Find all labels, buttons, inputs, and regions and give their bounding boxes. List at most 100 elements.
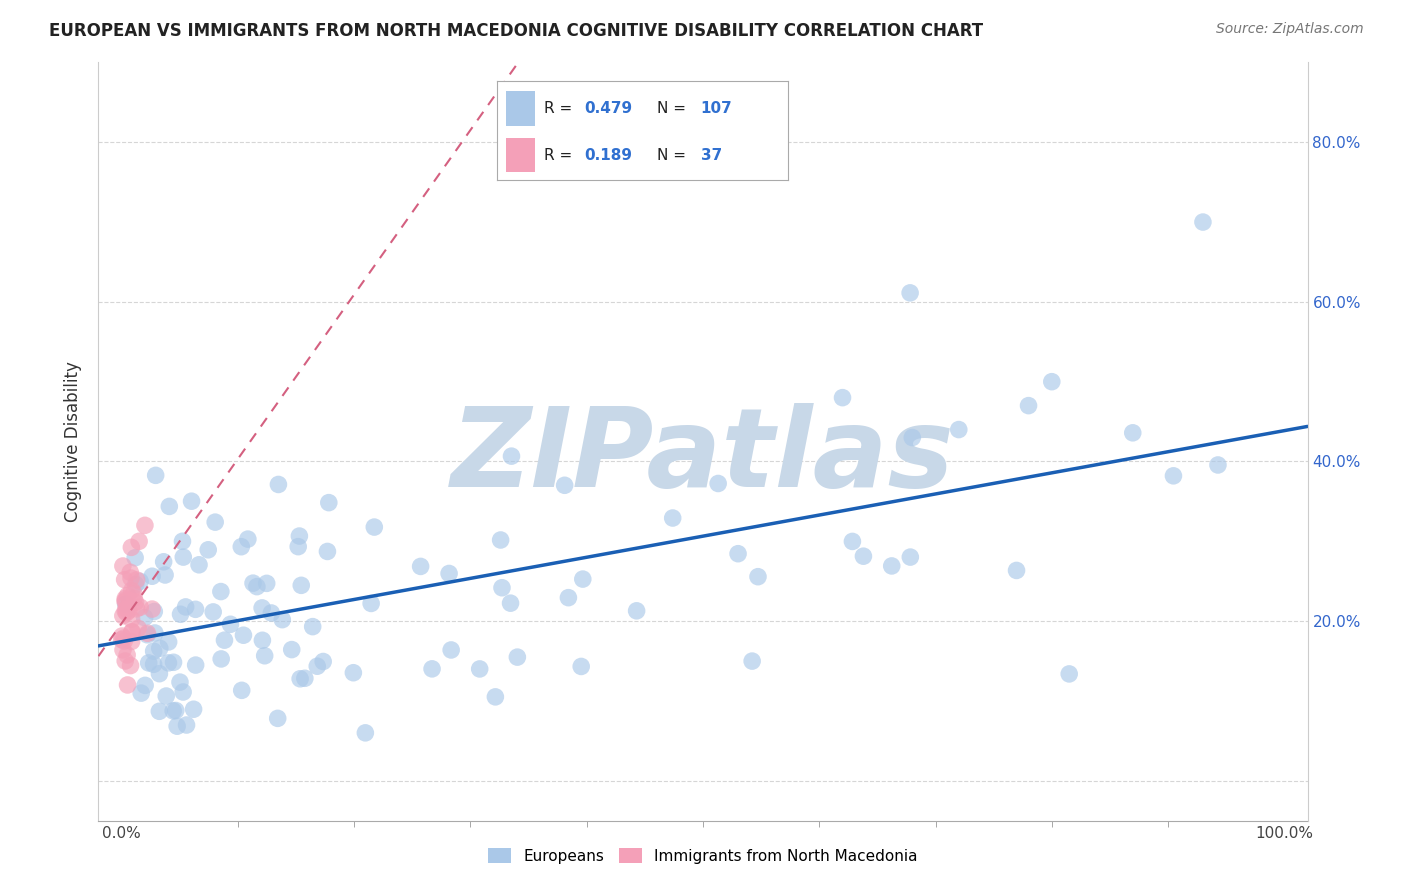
Point: [114, 573, 136, 587]
Point: [111, 559, 134, 574]
Point: [121, 583, 143, 598]
Point: [318, 495, 340, 509]
Point: [271, 613, 294, 627]
Point: [354, 726, 377, 740]
Point: [280, 642, 302, 657]
Point: [114, 654, 136, 668]
Point: [661, 511, 683, 525]
Point: [114, 595, 136, 609]
Point: [1018, 399, 1040, 413]
Point: [141, 569, 163, 583]
Point: [440, 643, 463, 657]
Point: [898, 285, 921, 300]
Point: [115, 602, 138, 616]
Point: [219, 617, 242, 632]
Point: [153, 568, 176, 582]
Point: [122, 591, 145, 606]
Point: [114, 593, 136, 607]
Point: [129, 574, 152, 589]
Point: [120, 658, 142, 673]
Point: [129, 686, 152, 700]
Point: [209, 652, 232, 666]
Point: [260, 606, 283, 620]
Point: [841, 534, 863, 549]
Point: [152, 555, 174, 569]
Point: [157, 500, 180, 514]
Point: [1122, 425, 1144, 440]
Legend: Europeans, Immigrants from North Macedonia: Europeans, Immigrants from North Macedon…: [482, 842, 924, 870]
Point: [117, 588, 139, 602]
Point: [127, 621, 149, 635]
Point: [1040, 375, 1063, 389]
Point: [148, 666, 170, 681]
Point: [707, 476, 730, 491]
Point: [288, 529, 311, 543]
Point: [572, 572, 595, 586]
Point: [121, 624, 143, 639]
Point: [409, 559, 432, 574]
Point: [115, 606, 138, 620]
Point: [142, 644, 165, 658]
Text: Source: ZipAtlas.com: Source: ZipAtlas.com: [1216, 22, 1364, 37]
Point: [118, 603, 141, 617]
Point: [312, 655, 335, 669]
Point: [174, 599, 197, 614]
Point: [437, 566, 460, 581]
Point: [184, 602, 207, 616]
Point: [120, 541, 142, 555]
Point: [204, 515, 226, 529]
Point: [831, 391, 853, 405]
Point: [231, 540, 253, 554]
Point: [125, 577, 148, 591]
Point: [898, 550, 921, 565]
Point: [316, 544, 339, 558]
Text: ZIPatlas: ZIPatlas: [451, 403, 955, 510]
Point: [169, 675, 191, 690]
Point: [184, 658, 207, 673]
Point: [626, 604, 648, 618]
Point: [307, 659, 329, 673]
Point: [143, 626, 166, 640]
Point: [197, 542, 219, 557]
Point: [176, 718, 198, 732]
Point: [128, 534, 150, 549]
Point: [253, 648, 276, 663]
Point: [1206, 458, 1229, 472]
Point: [172, 550, 194, 565]
Point: [741, 654, 763, 668]
Point: [129, 600, 152, 615]
Point: [157, 656, 180, 670]
Point: [138, 656, 160, 670]
Point: [202, 605, 225, 619]
Point: [288, 672, 311, 686]
Point: [880, 558, 903, 573]
Point: [214, 633, 236, 648]
Point: [1057, 667, 1080, 681]
Point: [852, 549, 875, 564]
Point: [148, 704, 170, 718]
Text: EUROPEAN VS IMMIGRANTS FROM NORTH MACEDONIA COGNITIVE DISABILITY CORRELATION CHA: EUROPEAN VS IMMIGRANTS FROM NORTH MACEDO…: [49, 22, 983, 40]
Point: [1163, 468, 1185, 483]
Y-axis label: Cognitive Disability: Cognitive Disability: [65, 361, 83, 522]
Point: [143, 605, 166, 619]
Point: [124, 550, 146, 565]
Point: [188, 558, 211, 572]
Point: [121, 625, 143, 640]
Point: [491, 581, 513, 595]
Point: [569, 659, 592, 673]
Point: [162, 704, 184, 718]
Point: [489, 533, 512, 547]
Point: [125, 602, 148, 616]
Point: [499, 596, 522, 610]
Point: [180, 494, 202, 508]
Point: [342, 665, 364, 680]
Point: [165, 704, 187, 718]
Point: [267, 711, 290, 725]
Point: [111, 632, 134, 647]
Point: [256, 576, 278, 591]
Point: [1192, 215, 1215, 229]
Point: [290, 578, 312, 592]
Point: [554, 478, 576, 492]
Point: [363, 520, 385, 534]
Point: [141, 602, 163, 616]
